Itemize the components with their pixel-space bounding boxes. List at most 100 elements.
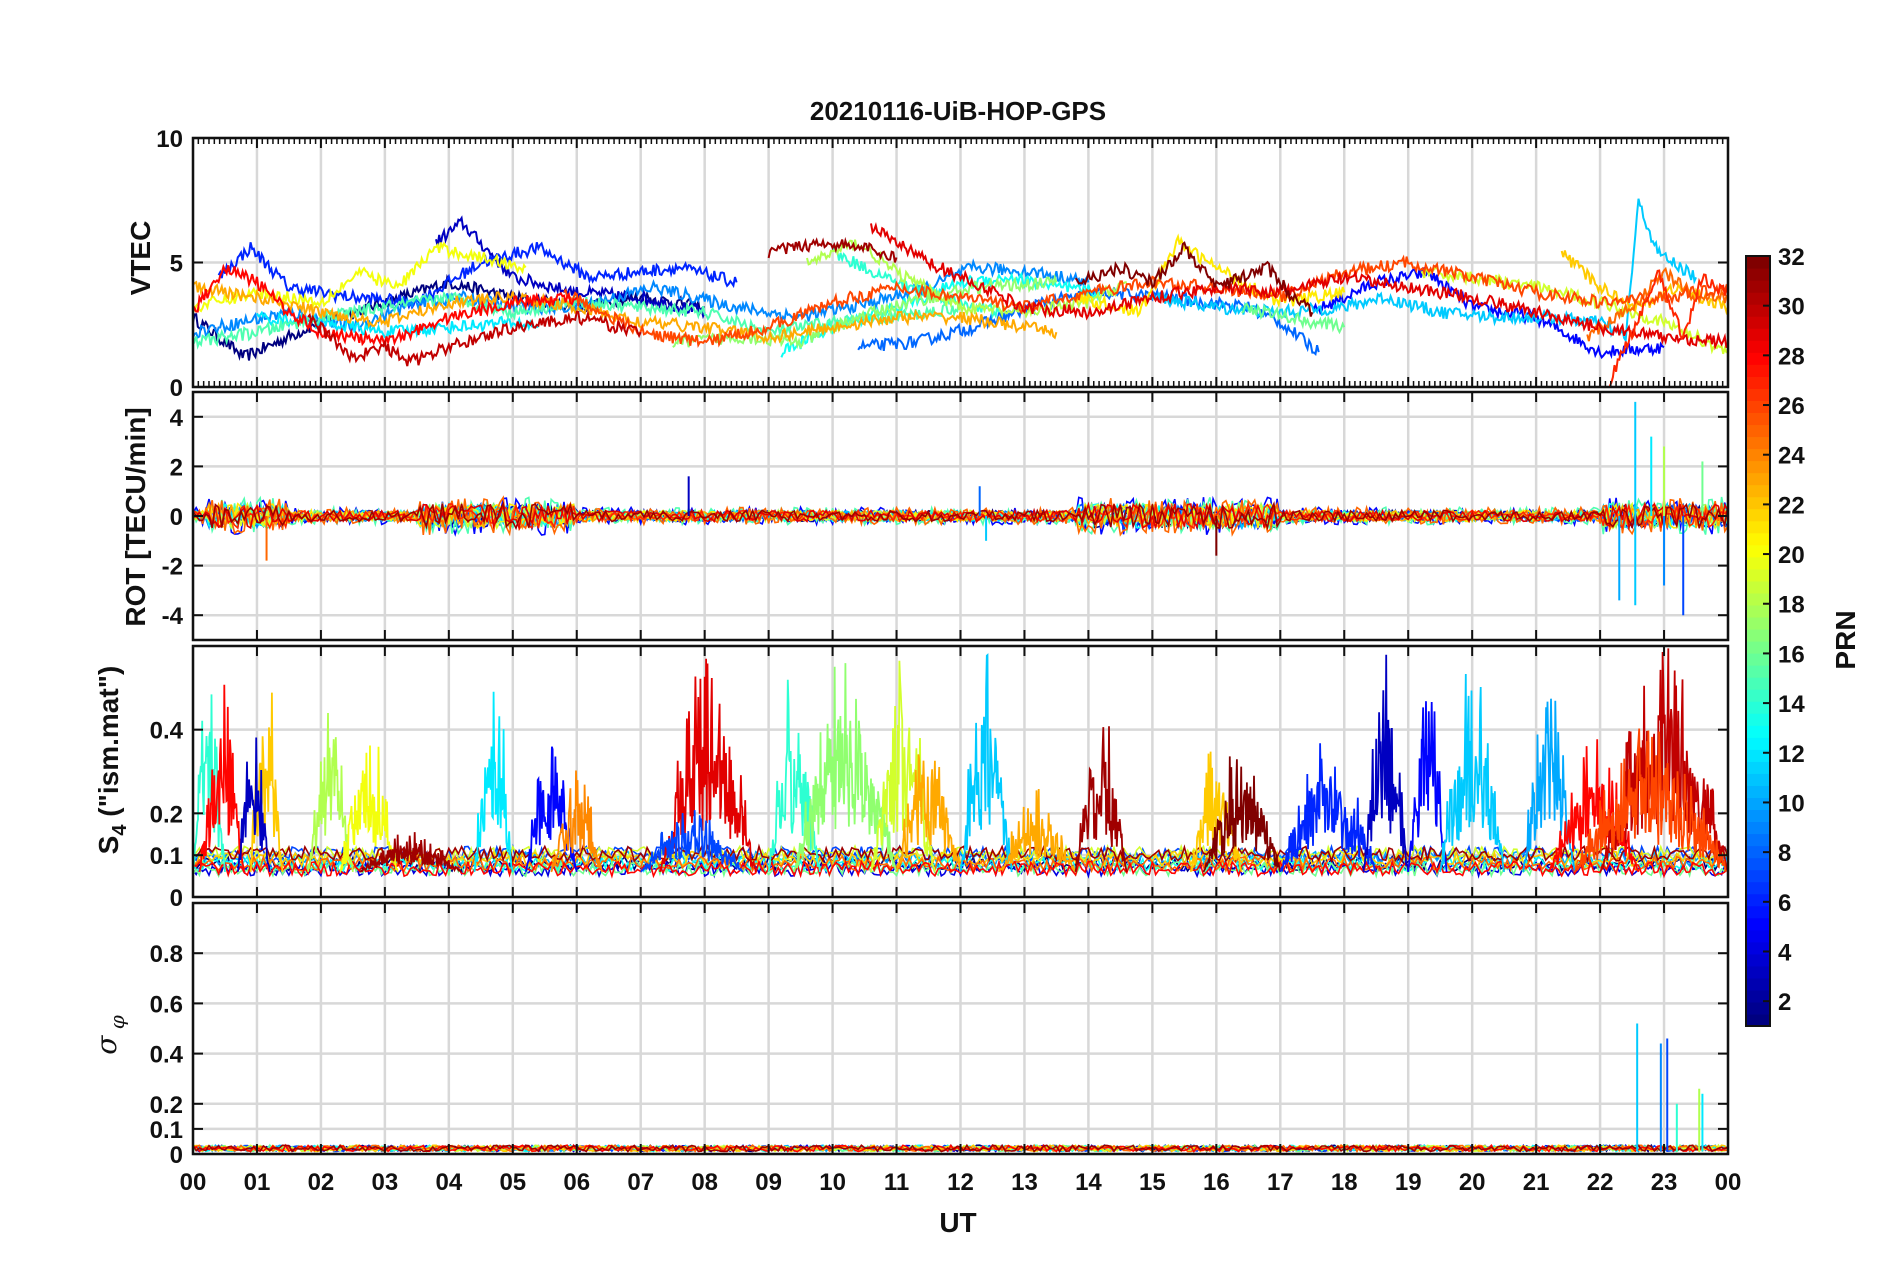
colorbar-segment [1746, 316, 1770, 329]
s4-event-prn-31 [1074, 726, 1128, 873]
colorbar-segment [1746, 845, 1770, 859]
chart-title: 20210116-UiB-HOP-GPS [810, 96, 1106, 126]
colorbar-segment [1746, 653, 1770, 666]
colorbar-tick-label: 10 [1778, 790, 1805, 817]
colorbar-segment [1746, 953, 1770, 967]
colorbar-segment [1746, 749, 1770, 762]
colorbar-segment [1746, 604, 1770, 618]
s4-event-prn-14 [767, 679, 821, 873]
panel-rot: -4 -2 0 2 4 [162, 390, 1730, 642]
vtec-series-prn-30 [307, 309, 642, 367]
panel-sigma-phi: 00.10.2 0.4 0.6 0.8 [150, 901, 1730, 1169]
colorbar-segment [1746, 761, 1770, 774]
x-tick-label: 20 [1459, 1169, 1486, 1196]
colorbar-segment [1746, 496, 1770, 510]
colorbar-segment [1746, 905, 1770, 919]
s4-event-prn-5 [1407, 701, 1448, 873]
s4-event-prn-32 [1202, 756, 1282, 873]
colorbar-label: PRN [1830, 610, 1861, 669]
vtec-series-prn-6 [217, 241, 738, 310]
colorbar-tick-label: 26 [1778, 393, 1805, 420]
vtec-series-prn-32 [1074, 241, 1314, 317]
colorbar-segment [1746, 388, 1770, 401]
data-layer [193, 198, 1728, 387]
colorbar-segment [1746, 773, 1770, 786]
colorbar-segment [1746, 448, 1770, 462]
x-tick-label: 08 [691, 1169, 718, 1196]
s4-event-prn-24 [550, 770, 604, 873]
colorbar-segment [1746, 400, 1770, 414]
s4-event-prn-28 [198, 684, 246, 873]
y-tick-label: 0.1 [150, 1117, 183, 1144]
colorbar-segment [1746, 484, 1770, 498]
s4-event-prn-3 [1362, 654, 1410, 872]
vtec-series-prn-23 [193, 280, 1058, 345]
colorbar-segment [1746, 1013, 1770, 1027]
vtec-series-prn-3 [435, 215, 706, 320]
x-tick-label: 22 [1587, 1169, 1614, 1196]
colorbar-segment [1746, 412, 1770, 426]
colorbar-segment [1746, 833, 1770, 847]
colorbar-tick-label: 24 [1778, 443, 1805, 470]
colorbar-segment [1746, 893, 1770, 907]
y-tick-label: 0.2 [150, 801, 183, 828]
x-tick-label: 23 [1651, 1169, 1678, 1196]
colorbar-segment [1746, 520, 1770, 534]
colorbar-segment [1746, 556, 1770, 570]
colorbar-segment [1746, 977, 1770, 991]
colorbar-tick-label: 12 [1778, 741, 1805, 768]
x-tick-label: 16 [1203, 1169, 1230, 1196]
s4-baseline-prn-10 [193, 848, 1728, 869]
colorbar-segment [1746, 701, 1770, 714]
x-tick-labels: 00 01 02 03 04 05 06 07 08 09 10 11 12 13 14 15 16 17 18 19… [180, 1169, 1742, 1196]
y-tick-label: 0 [170, 885, 183, 912]
y-tick-label: -4 [162, 603, 184, 630]
x-tick-label: 07 [627, 1169, 654, 1196]
s4-event-prn-20 [339, 745, 399, 873]
colorbar-segment [1746, 436, 1770, 450]
colorbar-segment [1746, 713, 1770, 726]
s4-event-prn-28 [1548, 739, 1640, 873]
colorbar-segment [1746, 689, 1770, 702]
s4-event-prn-23 [895, 754, 962, 873]
colorbar-segment [1746, 881, 1770, 895]
y-tick-label: 0 [170, 504, 183, 531]
x-tick-label: 09 [755, 1169, 782, 1196]
vtec-series-prn-27 [1607, 269, 1728, 387]
colorbar-segment [1746, 929, 1770, 943]
colorbar-tick-label: 6 [1778, 890, 1791, 917]
s4-event-prn-26 [1573, 728, 1728, 873]
rot-series-prn-31 [193, 500, 1728, 531]
colorbar-segment [1746, 1001, 1770, 1015]
colorbar-tick-label: 2 [1778, 989, 1791, 1016]
y-tick-label: 0 [170, 1142, 183, 1169]
colorbar-tick-label: 32 [1778, 244, 1805, 271]
x-axis-label: UT [939, 1207, 976, 1238]
s4-event-prn-19 [870, 660, 936, 873]
x-tick-label: 18 [1331, 1169, 1358, 1196]
x-tick-label: 14 [1075, 1169, 1102, 1196]
s4-event-prn-18 [307, 712, 354, 873]
x-tick-label: 02 [308, 1169, 335, 1196]
s4-event-prn-12 [473, 691, 514, 873]
colorbar-segment [1746, 917, 1770, 931]
s4-event-prn-3 [236, 737, 271, 873]
y-tick-label: 0.4 [150, 718, 184, 745]
colorbar-segment [1746, 424, 1770, 438]
colorbar-segment [1746, 737, 1770, 750]
colorbar-tick-label: 28 [1778, 343, 1805, 370]
colorbar-segment [1746, 352, 1770, 365]
colorbar-segment [1746, 785, 1770, 799]
x-tick-label: 00 [180, 1169, 207, 1196]
colorbar-segment [1746, 508, 1770, 522]
vtec-series-prn-20 [193, 241, 527, 313]
y-tick-label: 4 [170, 405, 184, 432]
x-tick-label: 11 [884, 1169, 909, 1196]
s4-event-prn-11 [1439, 673, 1505, 873]
colorbar-segment [1746, 616, 1770, 630]
colorbar-segment [1746, 472, 1770, 486]
colorbar-segment [1746, 544, 1770, 558]
colorbar-frame [1745, 255, 1771, 1027]
